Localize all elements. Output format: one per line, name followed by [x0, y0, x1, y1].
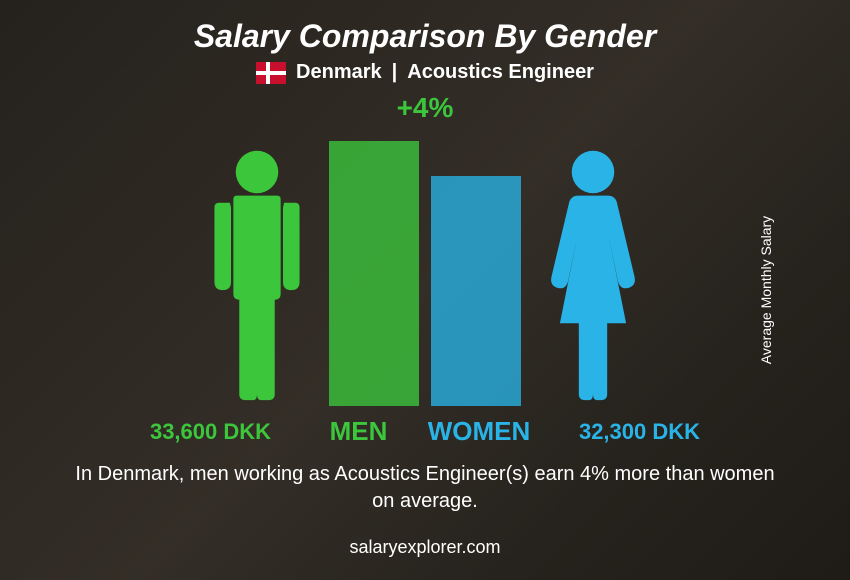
men-label: MEN [314, 416, 404, 447]
y-axis-label: Average Monthly Salary [758, 216, 774, 364]
separator: | [392, 61, 398, 84]
infographic-container: Salary Comparison By Gender Denmark | Ac… [0, 0, 850, 580]
subtitle: Denmark | Acoustics Engineer [256, 61, 594, 84]
job-label: Acoustics Engineer [407, 61, 594, 84]
labels-row: 33,600 DKK MEN WOMEN 32,300 DKK [105, 416, 745, 447]
women-label: WOMEN [422, 416, 537, 447]
men-figure [197, 126, 317, 406]
title: Salary Comparison By Gender [194, 18, 656, 55]
difference-percent: +4% [397, 92, 454, 124]
men-bar [329, 141, 419, 406]
denmark-flag-icon [256, 62, 286, 84]
country-label: Denmark [296, 61, 382, 84]
chart-area [40, 126, 810, 406]
description-text: In Denmark, men working as Acoustics Eng… [65, 461, 785, 515]
footer-credit: salaryexplorer.com [0, 537, 850, 558]
women-salary: 32,300 DKK [555, 419, 725, 445]
man-icon [197, 146, 317, 406]
women-figure [533, 126, 653, 406]
women-bar [431, 176, 521, 406]
woman-icon [533, 146, 653, 406]
men-salary: 33,600 DKK [126, 419, 296, 445]
